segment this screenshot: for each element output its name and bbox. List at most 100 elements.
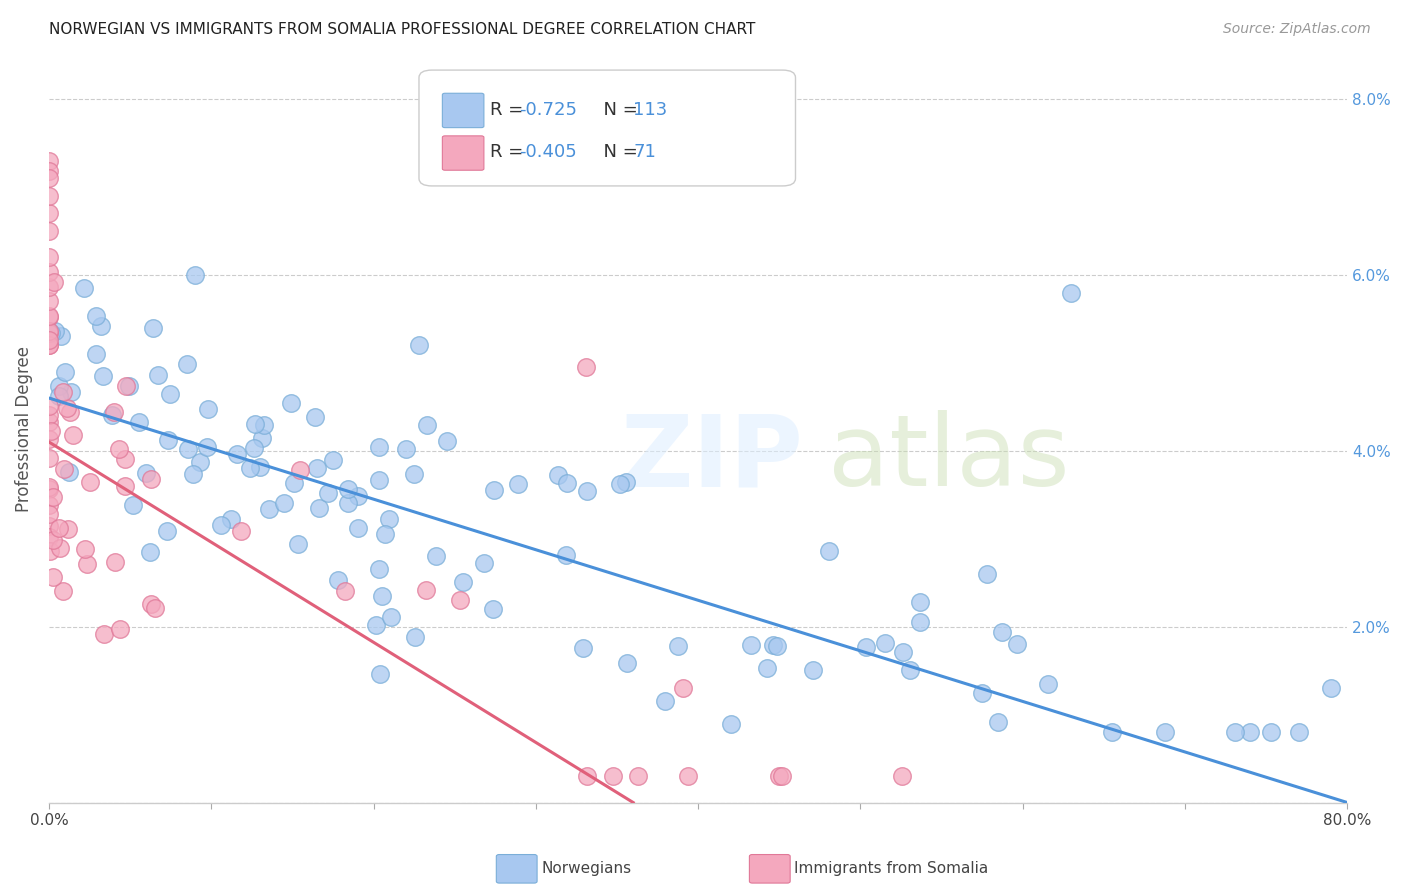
Point <box>44 324 66 338</box>
Point <box>103 405 125 419</box>
Point <box>991 624 1014 639</box>
Point <box>38 326 60 341</box>
Point <box>138 545 160 559</box>
Point <box>38 415 60 429</box>
Point <box>575 484 598 499</box>
Point <box>374 527 396 541</box>
Point <box>676 769 699 783</box>
Point <box>197 401 219 416</box>
Point <box>38 518 60 533</box>
Point <box>1036 677 1059 691</box>
Point <box>121 498 143 512</box>
Point <box>44 275 66 289</box>
Point <box>188 455 211 469</box>
Point <box>1005 637 1028 651</box>
Point <box>481 602 503 616</box>
Text: ZIP: ZIP <box>620 410 803 508</box>
Point <box>118 379 141 393</box>
Point <box>49 329 72 343</box>
Text: 113: 113 <box>633 101 668 119</box>
Point <box>38 498 60 512</box>
Point <box>768 769 790 783</box>
Point <box>1320 681 1343 696</box>
Point <box>184 268 207 282</box>
Point <box>48 521 70 535</box>
Point <box>114 478 136 492</box>
Point <box>288 463 311 477</box>
Point <box>245 417 267 432</box>
Point <box>38 251 60 265</box>
Y-axis label: Professional Degree: Professional Degree <box>15 346 32 512</box>
Point <box>139 597 162 611</box>
Point <box>316 486 339 500</box>
Point <box>60 384 83 399</box>
Point <box>347 489 370 503</box>
Point <box>575 769 598 783</box>
Point <box>128 415 150 429</box>
Text: R =: R = <box>491 101 530 119</box>
Point <box>609 477 631 491</box>
Point <box>336 496 359 510</box>
Point <box>76 557 98 571</box>
Point <box>49 541 72 556</box>
Point <box>1060 285 1083 300</box>
Point <box>146 368 169 383</box>
Point <box>58 522 80 536</box>
Point <box>38 400 60 414</box>
Point <box>762 638 785 652</box>
Text: Source: ZipAtlas.com: Source: ZipAtlas.com <box>1223 22 1371 37</box>
FancyBboxPatch shape <box>443 136 484 170</box>
Point <box>740 638 762 652</box>
Point <box>482 483 505 497</box>
Point <box>873 636 896 650</box>
Point <box>395 442 418 457</box>
Point <box>1225 725 1247 739</box>
Point <box>38 451 60 466</box>
Point <box>42 570 65 584</box>
Point <box>38 206 60 220</box>
Point <box>368 473 391 487</box>
Point <box>555 475 578 490</box>
Point <box>377 512 399 526</box>
Point <box>287 537 309 551</box>
Point <box>554 548 576 562</box>
Point <box>159 387 181 401</box>
Point <box>666 639 689 653</box>
Point <box>73 281 96 295</box>
Point <box>451 574 474 589</box>
Point <box>100 408 122 422</box>
Point <box>42 533 65 547</box>
Point <box>970 685 993 699</box>
Point <box>976 567 998 582</box>
Point <box>226 447 249 461</box>
Point <box>231 524 253 538</box>
Point <box>38 153 60 168</box>
Point <box>908 615 931 629</box>
FancyBboxPatch shape <box>443 94 484 128</box>
Point <box>55 401 77 415</box>
Point <box>818 544 841 558</box>
Point <box>242 441 264 455</box>
Point <box>91 369 114 384</box>
Text: -0.405: -0.405 <box>519 144 576 161</box>
Point <box>368 666 391 681</box>
Text: Immigrants from Somalia: Immigrants from Somalia <box>794 862 988 876</box>
Point <box>38 309 60 323</box>
Point <box>765 640 787 654</box>
Point <box>156 524 179 538</box>
Point <box>436 434 458 449</box>
Point <box>370 590 392 604</box>
Point <box>308 500 330 515</box>
Point <box>249 460 271 475</box>
Point <box>602 769 624 783</box>
Point <box>239 461 262 475</box>
Point <box>891 645 914 659</box>
Point <box>58 465 80 479</box>
Text: atlas: atlas <box>828 410 1070 508</box>
Point <box>273 495 295 509</box>
Point <box>654 693 676 707</box>
Text: Norwegians: Norwegians <box>541 862 631 876</box>
Point <box>368 562 391 576</box>
Point <box>616 656 638 670</box>
Point <box>41 424 63 438</box>
